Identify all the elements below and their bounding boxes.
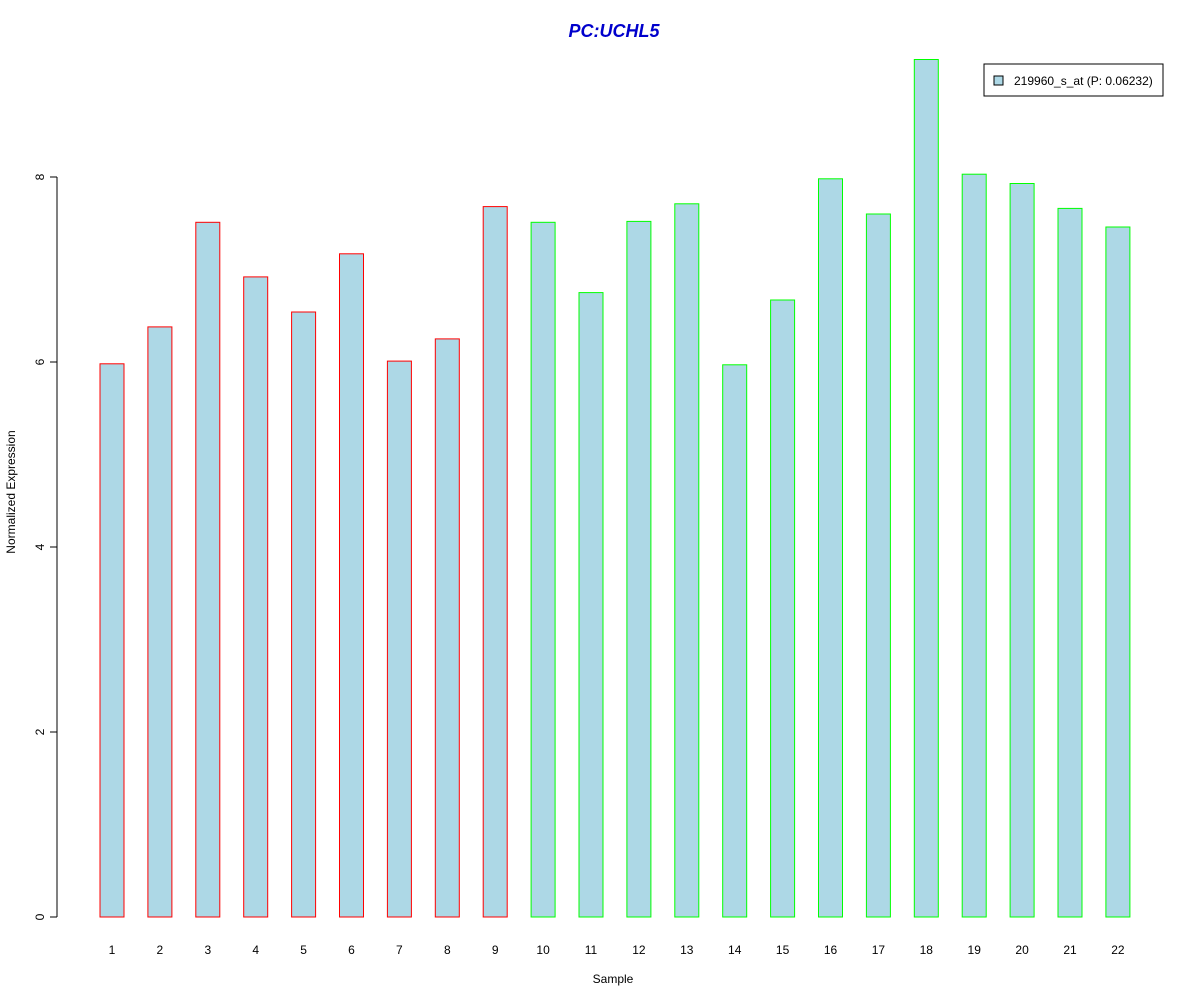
x-axis-tick-label: 16: [824, 943, 838, 957]
x-axis-tick-label: 13: [680, 943, 694, 957]
x-axis-tick-label: 12: [632, 943, 646, 957]
bar-sample-18: [913, 59, 939, 918]
x-axis-tick-label: 4: [252, 943, 259, 957]
x-axis-tick-label: 3: [204, 943, 211, 957]
bar-sample-9: [482, 206, 508, 918]
x-axis-tick-label: 21: [1063, 943, 1077, 957]
legend: 219960_s_at (P: 0.06232): [983, 63, 1164, 97]
x-axis-tick-label: 20: [1015, 943, 1029, 957]
y-axis-label: Normalized Expression: [4, 430, 18, 553]
x-axis-tick-label: 19: [968, 943, 982, 957]
x-axis-tick-label: 7: [396, 943, 403, 957]
bar-sample-17: [865, 213, 891, 918]
x-axis-tick-label: 15: [776, 943, 790, 957]
x-axis-tick-label: 6: [348, 943, 355, 957]
x-axis-tick-label: 11: [585, 943, 598, 957]
bar-sample-10: [530, 221, 556, 918]
chart-title: PC:UCHL5: [568, 21, 660, 41]
bar-sample-15: [770, 299, 796, 918]
bar-sample-19: [961, 173, 987, 918]
bar-sample-13: [674, 203, 700, 918]
legend-swatch: [993, 75, 1004, 86]
y-axis-tick-label: 6: [33, 358, 47, 365]
x-axis-tick-label: 18: [920, 943, 934, 957]
bar-sample-5: [291, 311, 317, 918]
bar-sample-6: [339, 253, 364, 918]
bar-sample-14: [722, 364, 748, 918]
x-axis-tick-label: 9: [492, 943, 499, 957]
y-axis: 0 2 4 6 8: [33, 173, 58, 920]
x-axis-tick-label: 2: [157, 943, 164, 957]
y-axis-tick-label: 4: [33, 543, 47, 550]
bar-sample-11: [578, 292, 604, 918]
y-axis-tick-label: 0: [33, 913, 47, 920]
x-axis-label: Sample: [593, 972, 634, 986]
y-axis-tick-label: 2: [33, 728, 47, 735]
x-axis-tick-label: 22: [1111, 943, 1125, 957]
bars: [99, 59, 1131, 918]
x-axis-tick-label: 5: [300, 943, 307, 957]
bar-sample-2: [147, 326, 173, 918]
bar-sample-16: [818, 178, 843, 918]
x-axis-tick-labels: 1 2 3 4 5 6 7 8 9 10 11 12 13 14 15 16 17 18 19 20 21 22: [109, 943, 1125, 957]
x-axis-tick-label: 17: [872, 943, 886, 957]
bar-sample-1: [99, 363, 125, 918]
x-axis-tick-label: 1: [109, 943, 116, 957]
y-axis-tick-label: 8: [33, 173, 47, 180]
bar-sample-4: [243, 276, 269, 918]
legend-entry: 219960_s_at (P: 0.06232): [1014, 74, 1153, 88]
bar-sample-22: [1105, 226, 1131, 918]
x-axis-tick-label: 14: [728, 943, 742, 957]
x-axis-tick-label: 8: [444, 943, 451, 957]
x-axis-tick-label: 10: [536, 943, 550, 957]
bar-sample-8: [434, 338, 460, 918]
bar-sample-7: [386, 360, 412, 918]
bar-sample-21: [1057, 207, 1083, 918]
bar-sample-3: [195, 221, 221, 918]
legend-box: [983, 63, 1164, 97]
bar-sample-12: [626, 220, 652, 918]
bar-sample-20: [1009, 183, 1035, 918]
